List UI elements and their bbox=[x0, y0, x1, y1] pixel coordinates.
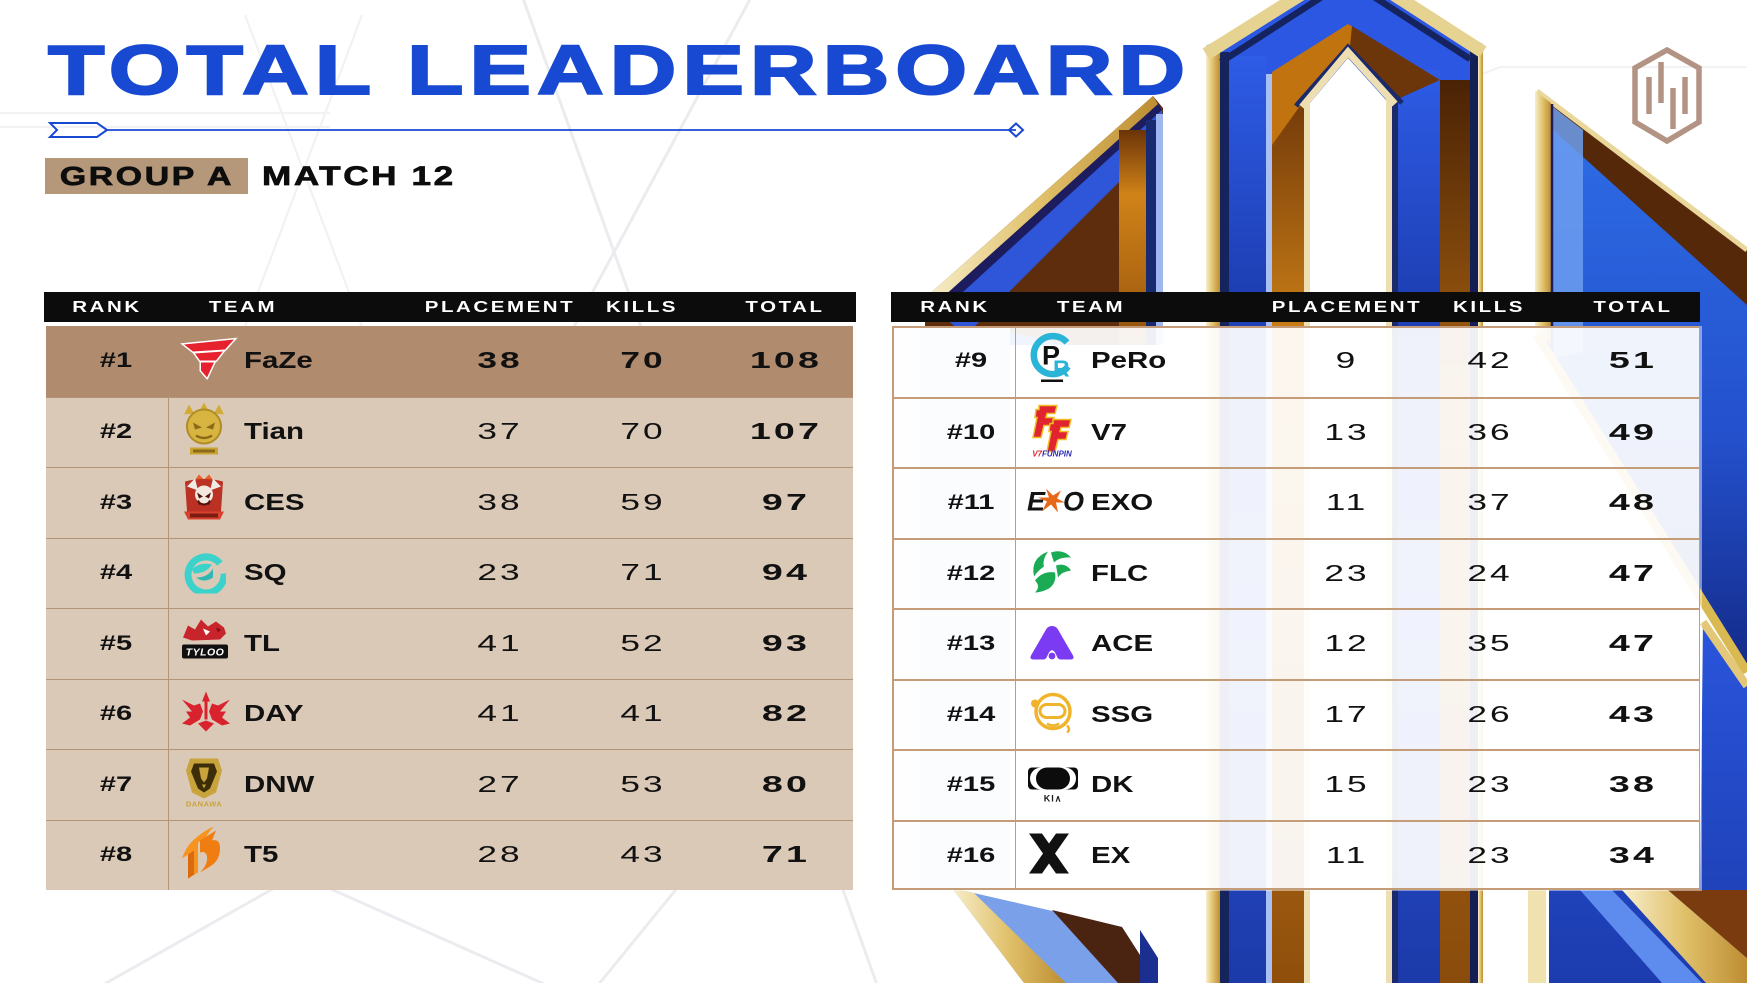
svg-text:DANAWA: DANAWA bbox=[186, 799, 222, 808]
svg-text:TYLOO: TYLOO bbox=[186, 646, 225, 658]
svg-text:V7FUNPIN: V7FUNPIN bbox=[1032, 449, 1072, 457]
svg-text:O: O bbox=[1063, 487, 1084, 516]
svg-text:P: P bbox=[1042, 341, 1060, 371]
svg-text:R: R bbox=[1053, 356, 1070, 382]
svg-text:KI∧: KI∧ bbox=[1044, 794, 1063, 804]
svg-text:E: E bbox=[1027, 487, 1046, 516]
